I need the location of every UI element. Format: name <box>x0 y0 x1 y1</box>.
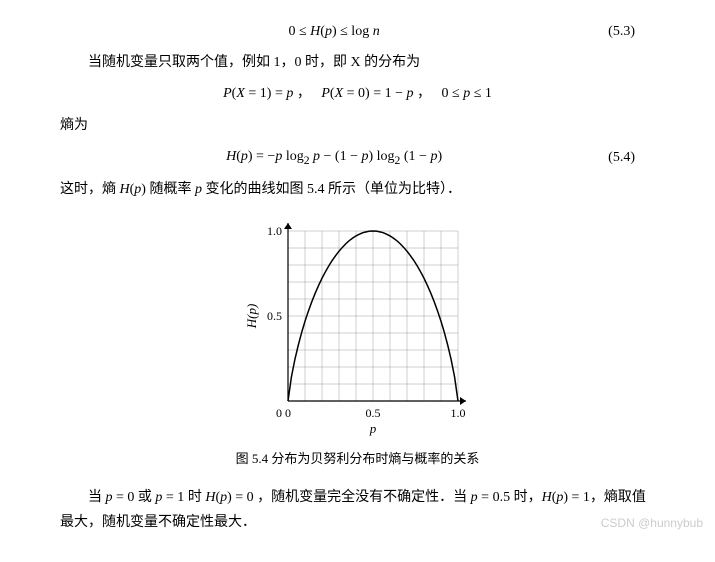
svg-text:0: 0 <box>285 406 291 420</box>
equation-distribution: P(X = 1) = p ， P(X = 0) = 1 − p ， 0 ≤ p … <box>60 81 655 106</box>
paragraph-2: 熵为 <box>60 113 655 138</box>
equation-distribution-body: P(X = 1) = p ， P(X = 0) = 1 − p ， 0 ≤ p … <box>60 81 655 106</box>
equation-5-3-body: 0 ≤ H(p) ≤ log n <box>60 19 608 44</box>
equation-5-3-number: (5.3) <box>608 19 655 44</box>
svg-text:p: p <box>368 421 376 436</box>
svg-text:0: 0 <box>276 406 282 420</box>
equation-5-4-body: H(p) = −p log2 p − (1 − p) log2 (1 − p) <box>60 144 608 171</box>
figure-5-4: 0 0.5 1.0 0.5 1.0 0 p H(p) <box>60 217 655 439</box>
paragraph-4: 当 p = 0 或 p = 1 时 H(p) = 0 ，随机变量完全没有不确定性… <box>60 485 655 535</box>
equation-5-4: H(p) = −p log2 p − (1 − p) log2 (1 − p) … <box>60 144 655 171</box>
svg-text:1.0: 1.0 <box>450 406 465 420</box>
equation-5-3: 0 ≤ H(p) ≤ log n (5.3) <box>60 19 655 44</box>
svg-text:1.0: 1.0 <box>267 224 282 238</box>
svg-text:0.5: 0.5 <box>365 406 380 420</box>
entropy-chart: 0 0.5 1.0 0.5 1.0 0 p H(p) <box>240 217 476 439</box>
figure-5-4-caption: 图 5.4 分布为贝努利分布时熵与概率的关系 <box>60 447 655 470</box>
equation-5-4-number: (5.4) <box>608 145 655 170</box>
paragraph-3: 这时，熵 H(p) 随概率 p 变化的曲线如图 5.4 所示（单位为比特）． <box>60 177 655 202</box>
svg-text:H(p): H(p) <box>244 303 259 329</box>
paragraph-1: 当随机变量只取两个值，例如 1，0 时，即 X 的分布为 <box>60 50 655 75</box>
watermark: CSDN @hunnybub <box>601 513 703 535</box>
svg-text:0.5: 0.5 <box>267 309 282 323</box>
